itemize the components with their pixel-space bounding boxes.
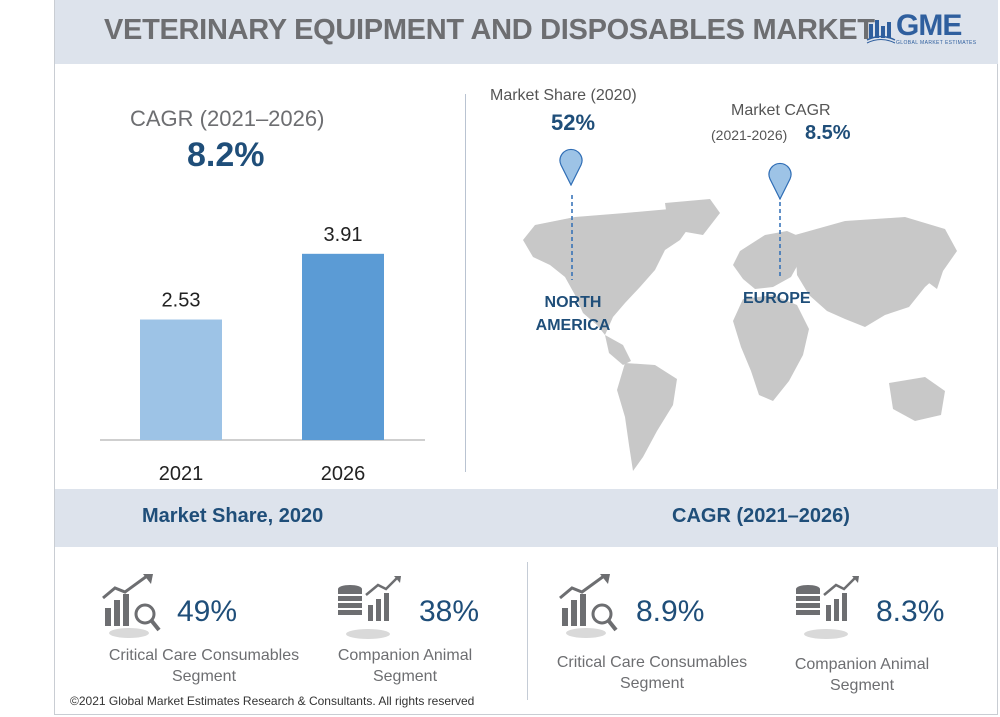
eu-cagr-value: 8.5% — [805, 122, 851, 144]
section-band — [55, 489, 998, 547]
europe-shape — [733, 231, 805, 289]
segment-value: 49% — [177, 595, 238, 628]
land-masses — [523, 199, 957, 471]
segment-label: Companion Animal Segment — [337, 647, 473, 685]
central-america-shape — [605, 335, 631, 365]
cagr-label: CAGR (2021–2026) — [130, 106, 325, 131]
na-market-share-label: Market Share (2020) — [490, 87, 637, 104]
x-tick-label: 2021 — [159, 463, 204, 485]
north-america-label: NORTH AMERICA — [535, 294, 611, 334]
segment-label: Critical Care Consumables Segment — [108, 647, 300, 685]
market-size-bar-chart: 2.53 2021 3.91 2026 — [100, 224, 425, 485]
growth-chart-magnifier-icon — [102, 574, 161, 638]
segment-value: 8.3% — [876, 595, 945, 628]
gme-logo: GME GLOBAL MARKET ESTIMATES — [866, 9, 984, 48]
growth-chart-magnifier-icon — [559, 574, 618, 638]
japan-shape — [929, 265, 943, 289]
eu-location-pin-icon — [768, 162, 792, 200]
header-bar — [55, 0, 998, 64]
eu-cagr-label-line1: Market CAGR — [731, 102, 831, 119]
market-share-heading: Market Share, 2020 — [142, 505, 324, 527]
globe-building-icon — [866, 20, 896, 44]
coins-bar-chart-icon — [338, 576, 401, 639]
logo-text: GME — [896, 9, 962, 42]
asia-shape — [795, 217, 957, 327]
bar-value-label: 3.91 — [324, 224, 363, 246]
bar-2021 — [140, 319, 222, 440]
segment-label: Critical Care Consumables Segment — [556, 654, 748, 692]
africa-shape — [733, 295, 809, 401]
cagr-heading: CAGR (2021–2026) — [672, 505, 850, 527]
segment-value: 8.9% — [636, 595, 705, 628]
europe-label: EUROPE — [743, 290, 811, 307]
na-market-share-value: 52% — [551, 110, 596, 135]
south-america-shape — [617, 363, 677, 471]
copyright-footer: ©2021 Global Market Estimates Research &… — [70, 694, 475, 708]
greenland-shape — [665, 199, 720, 235]
cagr-value: 8.2% — [187, 136, 265, 174]
coins-bar-chart-icon — [796, 576, 859, 639]
bar-value-label: 2.53 — [162, 290, 201, 312]
north-america-shape — [523, 209, 695, 335]
bottom-divider — [527, 562, 528, 700]
segment-value: 38% — [419, 595, 480, 628]
vertical-divider — [465, 94, 466, 472]
bar-2026 — [302, 253, 384, 440]
logo-subtext: GLOBAL MARKET ESTIMATES — [896, 40, 977, 46]
segment-label: Companion Animal Segment — [794, 656, 930, 694]
world-map — [523, 195, 957, 471]
page-title: VETERINARY EQUIPMENT AND DISPOSABLES MAR… — [104, 14, 875, 46]
australia-shape — [889, 377, 945, 421]
eu-cagr-label-line2: (2021-2026) — [711, 127, 788, 143]
x-tick-label: 2026 — [321, 463, 366, 485]
na-location-pin-icon — [559, 148, 583, 186]
